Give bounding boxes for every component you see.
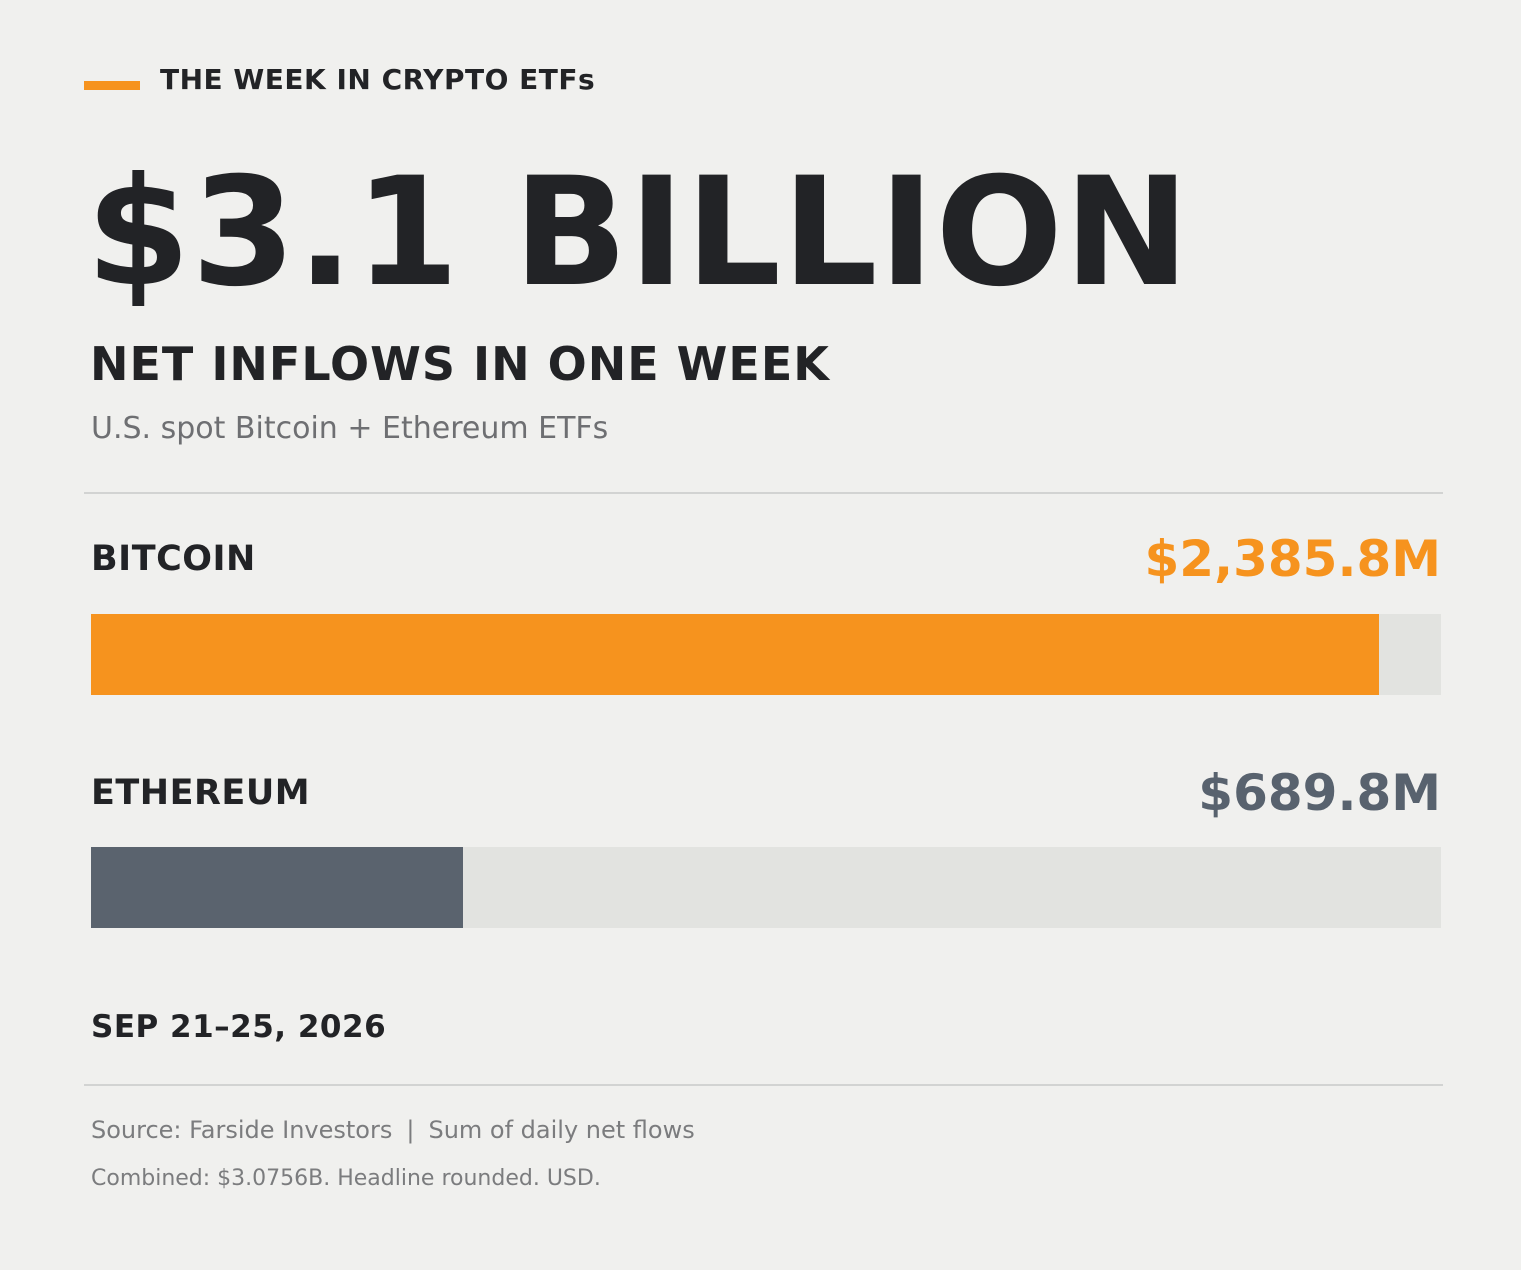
ethereum-label: ETHEREUM (91, 773, 311, 813)
kicker: THE WEEK IN CRYPTO ETFs (160, 63, 596, 96)
source-line: Source: Farside Investors | Sum of daily n… (91, 1116, 695, 1144)
method-text: Sum of daily net flows (428, 1116, 695, 1144)
date-range: SEP 21–25, 2026 (91, 1009, 387, 1045)
subhead: NET INFLOWS IN ONE WEEK (90, 337, 830, 391)
headline: $3.1 BILLION (86, 146, 1191, 320)
kicker-accent-bar (84, 81, 140, 90)
bitcoin-label: BITCOIN (91, 539, 256, 579)
divider-bottom (84, 1084, 1443, 1086)
footnote: Combined: $3.0756B. Headline rounded. US… (91, 1166, 601, 1191)
bitcoin-bar (91, 614, 1380, 695)
bitcoin-bar-track (91, 614, 1441, 695)
ethereum-value: $689.8M (1198, 764, 1441, 822)
ethereum-bar (91, 847, 464, 928)
scope-text: U.S. spot Bitcoin + Ethereum ETFs (91, 411, 609, 446)
bitcoin-value: $2,385.8M (1144, 530, 1441, 588)
source-text: Source: Farside Investors (91, 1116, 393, 1144)
divider-top (84, 492, 1443, 494)
ethereum-bar-track (91, 847, 1441, 928)
source-separator: | (406, 1116, 415, 1144)
